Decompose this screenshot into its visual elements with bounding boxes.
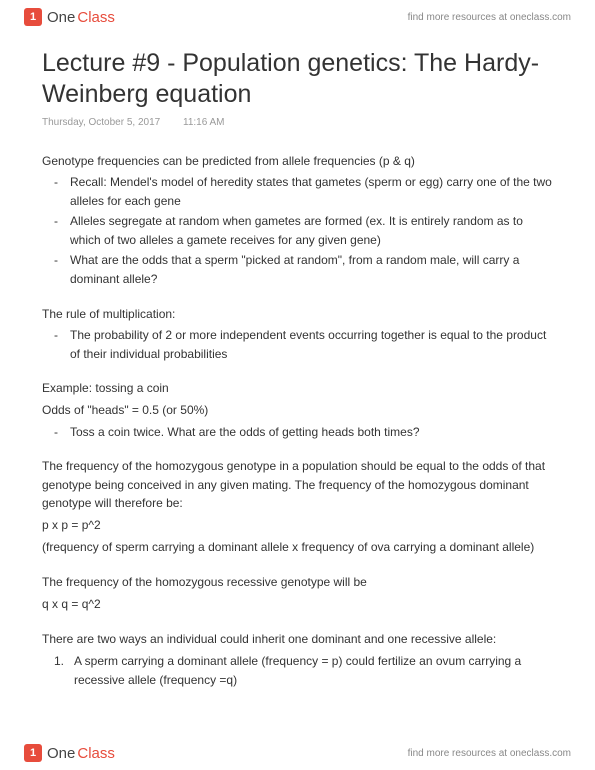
logo-text-class: Class bbox=[77, 745, 115, 762]
paragraph-text: (frequency of sperm carrying a dominant … bbox=[42, 538, 553, 557]
page-title: Lecture #9 - Population genetics: The Ha… bbox=[42, 48, 553, 111]
footer-bar: 1 OneClass find more resources at onecla… bbox=[0, 740, 595, 770]
paragraph-text: Odds of "heads" = 0.5 (or 50%) bbox=[42, 401, 553, 420]
equation-text: p x p = p^2 bbox=[42, 516, 553, 535]
list-item: Alleles segregate at random when gametes… bbox=[70, 212, 553, 249]
list-item: Toss a coin twice. What are the odds of … bbox=[70, 423, 553, 442]
list-item: Recall: Mendel's model of heredity state… bbox=[70, 173, 553, 210]
equation-text: q x q = q^2 bbox=[42, 595, 553, 614]
logo-icon: 1 bbox=[24, 8, 42, 26]
list-item-text: A sperm carrying a dominant allele (freq… bbox=[74, 654, 521, 687]
logo-text-one: One bbox=[47, 745, 75, 762]
document-content: Lecture #9 - Population genetics: The Ha… bbox=[0, 30, 595, 689]
bullet-list: Toss a coin twice. What are the odds of … bbox=[42, 423, 553, 442]
doc-date: Thursday, October 5, 2017 bbox=[42, 117, 160, 128]
paragraph-text: Example: tossing a coin bbox=[42, 379, 553, 398]
paragraph-text: The frequency of the homozygous genotype… bbox=[42, 457, 553, 513]
logo-text-class: Class bbox=[77, 9, 115, 26]
resources-link-bottom[interactable]: find more resources at oneclass.com bbox=[408, 748, 571, 759]
brand-logo-footer[interactable]: 1 OneClass bbox=[24, 744, 115, 762]
paragraph-text: The frequency of the homozygous recessiv… bbox=[42, 573, 553, 592]
logo-text-one: One bbox=[47, 9, 75, 26]
list-number: 1. bbox=[54, 652, 64, 671]
brand-logo[interactable]: 1 OneClass bbox=[24, 8, 115, 26]
section-heading: The rule of multiplication: bbox=[42, 305, 553, 324]
body-text: Genotype frequencies can be predicted fr… bbox=[42, 152, 553, 690]
logo-icon: 1 bbox=[24, 744, 42, 762]
header-bar: 1 OneClass find more resources at onecla… bbox=[0, 0, 595, 30]
numbered-list: 1. A sperm carrying a dominant allele (f… bbox=[42, 652, 553, 689]
list-item: 1. A sperm carrying a dominant allele (f… bbox=[74, 652, 553, 689]
resources-link-top[interactable]: find more resources at oneclass.com bbox=[408, 12, 571, 23]
section-heading: Genotype frequencies can be predicted fr… bbox=[42, 152, 553, 171]
doc-time: 11:16 AM bbox=[183, 117, 225, 128]
paragraph-text: There are two ways an individual could i… bbox=[42, 630, 553, 649]
list-item: What are the odds that a sperm "picked a… bbox=[70, 251, 553, 288]
bullet-list: Recall: Mendel's model of heredity state… bbox=[42, 173, 553, 289]
list-item: The probability of 2 or more independent… bbox=[70, 326, 553, 363]
bullet-list: The probability of 2 or more independent… bbox=[42, 326, 553, 363]
doc-meta: Thursday, October 5, 2017 11:16 AM bbox=[42, 117, 553, 128]
